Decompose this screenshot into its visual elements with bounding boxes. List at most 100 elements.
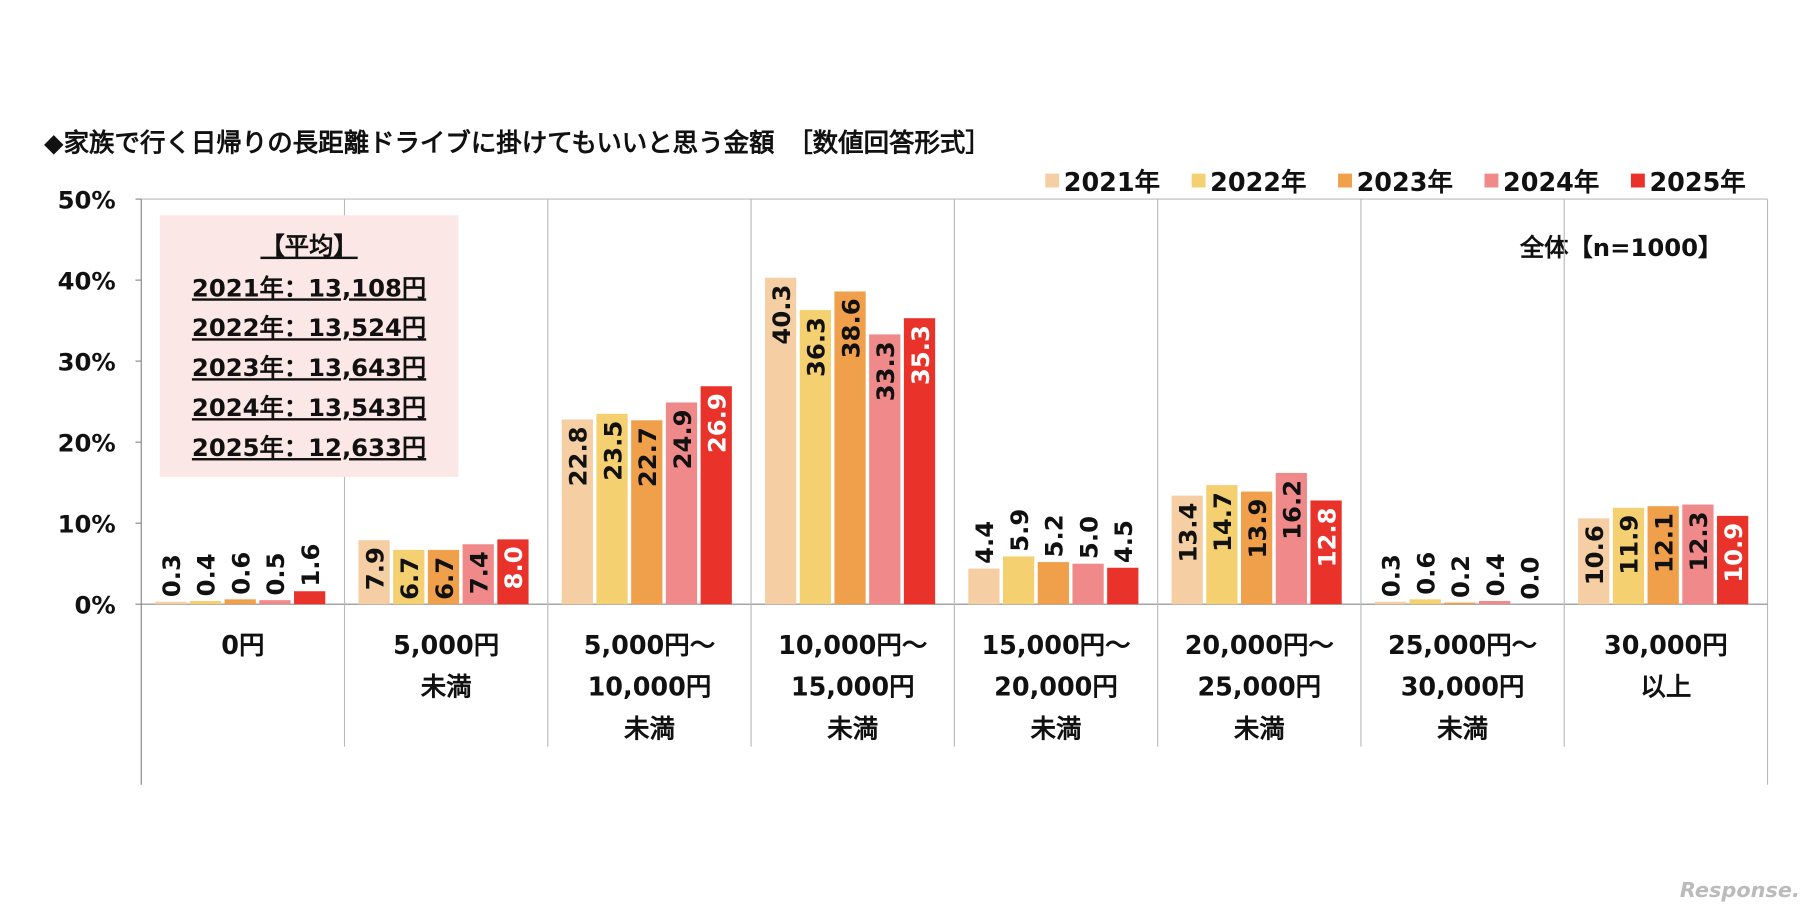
value-label: 0.4 <box>192 553 221 596</box>
bar <box>393 549 425 605</box>
value-label: 26.9 <box>702 393 731 453</box>
bar <box>561 419 593 605</box>
bar <box>1002 556 1035 605</box>
x-tick-label: 未満 <box>1031 714 1082 744</box>
legend-label: 2021年 <box>1064 168 1160 198</box>
bar <box>1107 567 1139 605</box>
bar <box>1409 599 1441 605</box>
bar <box>1275 472 1307 605</box>
y-tick-label: 20% <box>58 428 116 457</box>
bar <box>462 544 494 605</box>
legend-label: 2022年 <box>1210 168 1306 198</box>
legend-swatch <box>1338 173 1352 188</box>
x-tick-label: 20,000円 <box>994 673 1118 703</box>
bar <box>1612 507 1645 605</box>
value-label: 5.9 <box>1005 509 1034 552</box>
x-tick-label: 10,000円 <box>588 673 712 703</box>
legend-label: 2024年 <box>1503 168 1599 198</box>
value-label: 6.7 <box>395 557 424 600</box>
legend-swatch <box>1630 173 1645 188</box>
x-tick-label: 0円 <box>221 631 264 661</box>
legend-label: 2023年 <box>1357 168 1453 198</box>
x-tick-label: 10,000円～ <box>778 631 927 661</box>
value-label: 6.7 <box>430 557 459 600</box>
y-tick-label: 0% <box>75 590 116 619</box>
value-label: 10.6 <box>1580 525 1609 585</box>
bar <box>700 386 732 605</box>
value-label: 40.3 <box>767 285 796 345</box>
bar <box>1578 518 1610 605</box>
bar <box>1072 563 1104 605</box>
bar <box>1310 500 1342 605</box>
value-label: 0.0 <box>1516 557 1545 600</box>
value-label: 13.9 <box>1243 499 1272 559</box>
bar <box>358 540 390 605</box>
annotation-title: 【平均】 <box>260 232 357 261</box>
value-label: 11.9 <box>1615 515 1644 575</box>
value-label: 7.9 <box>360 547 389 590</box>
value-label: 0.2 <box>1446 555 1475 598</box>
bar <box>1682 504 1714 605</box>
annotation-line: 2023年：13,643円 <box>192 353 426 382</box>
bar <box>294 591 326 605</box>
bar <box>903 318 936 605</box>
annotation-box <box>159 215 459 477</box>
value-label: 0.5 <box>261 552 290 595</box>
x-tick-label: 30,000円 <box>1604 631 1728 661</box>
watermark: Response. <box>1680 878 1800 902</box>
value-label: 0.6 <box>1411 552 1440 595</box>
bar <box>1374 601 1407 605</box>
value-label: 14.7 <box>1208 492 1237 552</box>
bar <box>665 402 698 605</box>
x-tick-label: 未満 <box>624 714 675 744</box>
y-tick-label: 40% <box>58 266 116 295</box>
bar <box>427 549 460 605</box>
value-label: 35.3 <box>906 325 935 385</box>
y-tick-label: 10% <box>58 509 116 538</box>
value-label: 0.3 <box>157 554 186 597</box>
value-label: 0.4 <box>1481 553 1510 596</box>
x-tick-label: 未満 <box>1234 714 1285 744</box>
bar <box>189 600 222 605</box>
bar <box>631 420 663 605</box>
bar <box>497 539 529 605</box>
bar <box>1240 491 1273 605</box>
x-tick-label: 25,000円 <box>1197 673 1321 703</box>
legend-swatch <box>1045 173 1060 188</box>
x-tick-label: 20,000円～ <box>1185 631 1334 661</box>
value-label: 22.7 <box>633 427 662 487</box>
chart-title: ◆家族で行く日帰りの長距離ドライブに掛けてもいいと思う金額 ［数値回答形式］ <box>44 129 991 159</box>
x-tick-label: 以上 <box>1640 673 1691 703</box>
sample-note: 全体【n=1000】 <box>1519 233 1722 262</box>
bar <box>869 334 901 605</box>
value-label: 1.6 <box>296 544 325 587</box>
bar <box>155 601 187 605</box>
value-label: 8.0 <box>499 546 528 589</box>
bar <box>259 600 291 605</box>
bar <box>224 599 256 605</box>
annotation-line: 2024年：13,543円 <box>192 393 426 422</box>
bar <box>1037 562 1069 605</box>
x-tick-label: 未満 <box>827 714 878 744</box>
bar <box>1171 495 1203 605</box>
bar <box>1206 485 1238 605</box>
value-label: 7.4 <box>464 551 493 594</box>
value-label: 24.9 <box>668 409 697 469</box>
bar <box>1647 506 1679 605</box>
x-tick-label: 未満 <box>421 673 472 703</box>
legend-swatch <box>1484 173 1499 188</box>
value-label: 23.5 <box>598 421 627 481</box>
value-label: 5.2 <box>1040 514 1069 557</box>
value-label: 0.3 <box>1377 554 1406 597</box>
legend-swatch <box>1191 173 1206 188</box>
bar <box>764 277 797 605</box>
bar <box>968 568 1000 605</box>
bar <box>1479 600 1511 605</box>
annotation-line: 2021年：13,108円 <box>192 273 426 302</box>
bar <box>1717 515 1749 605</box>
annotation-line: 2025年：12,633円 <box>192 433 426 462</box>
bar <box>799 310 831 605</box>
x-tick-label: 30,000円 <box>1401 673 1525 703</box>
